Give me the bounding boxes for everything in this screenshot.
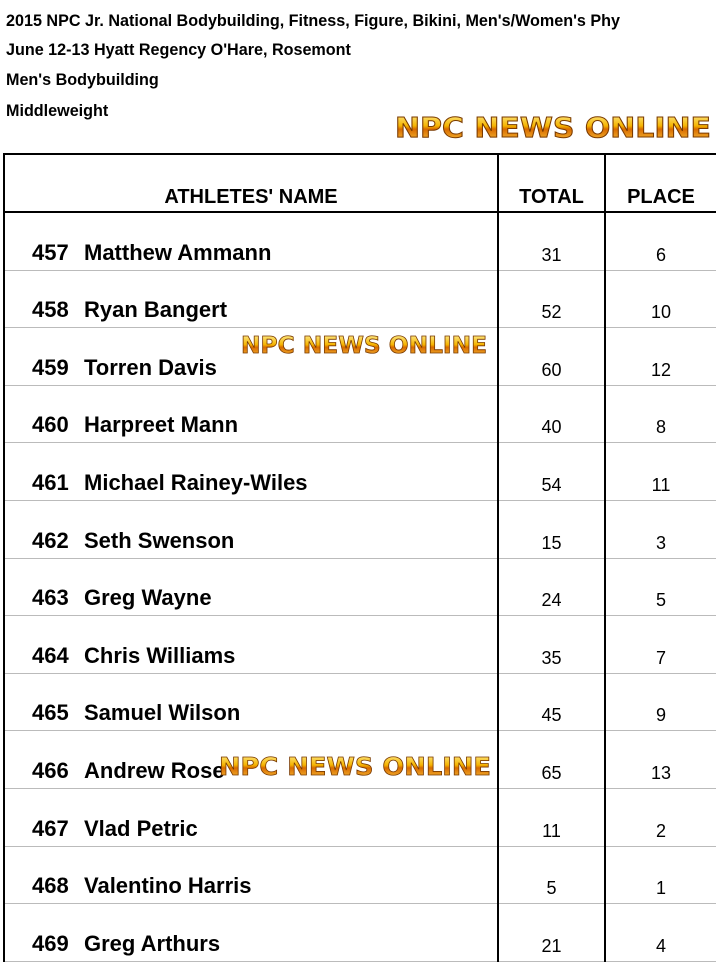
- place-cell: 12: [604, 327, 716, 386]
- svg-text:NPC NEWS ONLINE: NPC NEWS ONLINE: [395, 111, 711, 144]
- place-cell: 5: [604, 558, 716, 617]
- athlete-number: 462: [32, 527, 69, 553]
- athlete-name: Greg Arthurs: [84, 930, 221, 956]
- table-row: 465 Samuel Wilson 45 9: [3, 673, 716, 732]
- athlete-cell: 463 Greg Wayne: [3, 558, 499, 617]
- athlete-number: 469: [32, 930, 69, 956]
- col-place: PLACE: [604, 153, 716, 213]
- athlete-cell: 464 Chris Williams: [3, 615, 499, 674]
- athlete-cell: 465 Samuel Wilson: [3, 673, 499, 732]
- athlete-number: 465: [32, 700, 69, 726]
- athlete-cell: 467 Vlad Petric: [3, 788, 499, 847]
- table-row: 462 Seth Swenson 15 3: [3, 500, 716, 559]
- place-cell: 1: [604, 846, 716, 905]
- place-cell: 2: [604, 788, 716, 847]
- athlete-number: 466: [32, 757, 69, 783]
- place-cell: 8: [604, 385, 716, 444]
- total-cell: 40: [497, 385, 606, 444]
- svg-text:NPC NEWS ONLINE: NPC NEWS ONLINE: [241, 333, 487, 359]
- table-row: 457 Matthew Ammann 31 6: [3, 212, 716, 271]
- athlete-name: Samuel Wilson: [84, 700, 241, 726]
- athlete-name: Chris Williams: [84, 642, 236, 668]
- athlete-cell: 468 Valentino Harris: [3, 846, 499, 905]
- place-cell: 6: [604, 212, 716, 271]
- table-row: 460 Harpreet Mann 40 8: [3, 385, 716, 444]
- watermark-logo: NPC NEWS ONLINE: [395, 111, 712, 145]
- athlete-name: Torren Davis: [84, 354, 217, 380]
- table-row: 459 Torren Davis 60 12: [3, 327, 716, 386]
- total-cell: 11: [497, 788, 606, 847]
- athlete-cell: 460 Harpreet Mann: [3, 385, 499, 444]
- total-cell: 65: [497, 730, 606, 789]
- svg-text:NPC NEWS ONLINE: NPC NEWS ONLINE: [219, 752, 491, 781]
- total-cell: 45: [497, 673, 606, 732]
- athlete-name: Greg Wayne: [84, 585, 212, 611]
- athlete-name: Seth Swenson: [84, 527, 235, 553]
- athlete-name: Harpreet Mann: [84, 412, 239, 438]
- athlete-number: 459: [32, 354, 69, 380]
- table-row: 467 Vlad Petric 11 2: [3, 788, 716, 847]
- athlete-name: Matthew Ammann: [84, 239, 272, 265]
- athlete-cell: 457 Matthew Ammann: [3, 212, 499, 271]
- total-cell: 15: [497, 500, 606, 559]
- total-cell: 24: [497, 558, 606, 617]
- table-row: 461 Michael Rainey-Wiles 54 11: [3, 442, 716, 501]
- athlete-name: Valentino Harris: [84, 873, 252, 899]
- athlete-name: Vlad Petric: [84, 815, 198, 841]
- total-cell: 54: [497, 442, 606, 501]
- athlete-cell: 461 Michael Rainey-Wiles: [3, 442, 499, 501]
- table-header-row: ATHLETES' NAME TOTAL PLACE: [3, 153, 716, 213]
- watermark-logo: NPC NEWS ONLINE: [241, 333, 488, 360]
- athlete-number: 461: [32, 469, 69, 495]
- watermark-logo: NPC NEWS ONLINE: [219, 752, 492, 782]
- athlete-number: 467: [32, 815, 69, 841]
- place-cell: 13: [604, 730, 716, 789]
- table-row: 466 Andrew Rose 65 13: [3, 730, 716, 789]
- table-row: 458 Ryan Bangert 52 10: [3, 270, 716, 329]
- table-row: 469 Greg Arthurs 21 4: [3, 903, 716, 962]
- place-cell: 9: [604, 673, 716, 732]
- table-row: 464 Chris Williams 35 7: [3, 615, 716, 674]
- athlete-cell: 462 Seth Swenson: [3, 500, 499, 559]
- col-athletes-name: ATHLETES' NAME: [3, 153, 499, 213]
- place-cell: 11: [604, 442, 716, 501]
- place-cell: 4: [604, 903, 716, 962]
- total-cell: 35: [497, 615, 606, 674]
- total-cell: 5: [497, 846, 606, 905]
- athlete-name: Andrew Rose: [84, 757, 225, 783]
- athlete-name: Michael Rainey-Wiles: [84, 469, 308, 495]
- athlete-number: 457: [32, 239, 69, 265]
- athlete-number: 464: [32, 642, 69, 668]
- athlete-number: 458: [32, 297, 69, 323]
- col-total: TOTAL: [497, 153, 606, 213]
- place-cell: 3: [604, 500, 716, 559]
- athlete-number: 463: [32, 585, 69, 611]
- athlete-name: Ryan Bangert: [84, 297, 228, 323]
- total-cell: 31: [497, 212, 606, 271]
- athlete-cell: 469 Greg Arthurs: [3, 903, 499, 962]
- athlete-cell: 459 Torren Davis: [3, 327, 499, 386]
- athlete-number: 468: [32, 873, 69, 899]
- athlete-cell: 458 Ryan Bangert: [3, 270, 499, 329]
- athlete-number: 460: [32, 412, 69, 438]
- place-cell: 10: [604, 270, 716, 329]
- division: Men's Bodybuilding: [6, 70, 159, 89]
- total-cell: 52: [497, 270, 606, 329]
- table-row: 463 Greg Wayne 24 5: [3, 558, 716, 617]
- total-cell: 21: [497, 903, 606, 962]
- place-cell: 7: [604, 615, 716, 674]
- results-table: ATHLETES' NAME TOTAL PLACE 457 Matthew Am…: [3, 153, 716, 962]
- athlete-cell: 466 Andrew Rose: [3, 730, 499, 789]
- event-date-venue: June 12-13 Hyatt Regency O'Hare, Rosemon…: [6, 40, 351, 59]
- weight-class: Middleweight: [6, 101, 109, 120]
- total-cell: 60: [497, 327, 606, 386]
- table-row: 468 Valentino Harris 5 1: [3, 846, 716, 905]
- event-title: 2015 NPC Jr. National Bodybuilding, Fitn…: [6, 11, 621, 30]
